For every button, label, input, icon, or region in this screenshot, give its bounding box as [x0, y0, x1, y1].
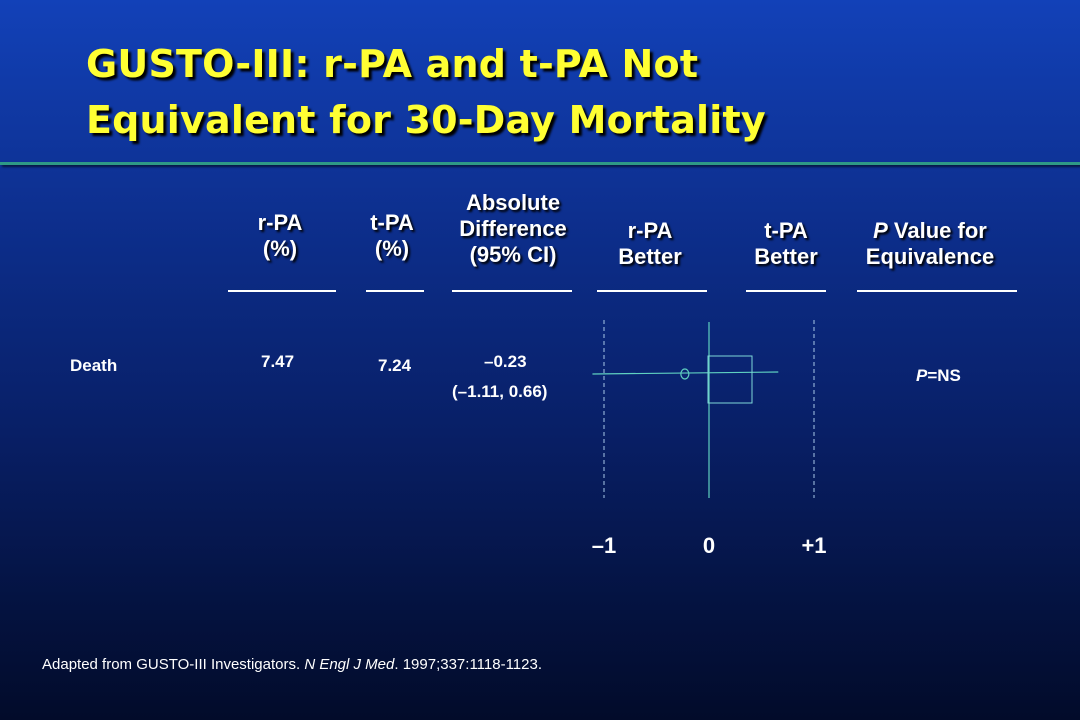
header-tpa-better-line-2: Better: [754, 244, 818, 269]
header-p-value-line-2: Equivalence: [865, 244, 995, 269]
header-rule-diff: [452, 290, 572, 292]
header-rpa: r-PA (%): [228, 210, 332, 262]
citation-journal: N Engl J Med: [304, 656, 395, 673]
header-tpa-better-line-1: t-PA: [764, 218, 808, 243]
header-tpa-better: t-PA Better: [736, 218, 836, 270]
header-diff-line-1: Absolute: [465, 190, 561, 215]
header-rule-rpa-better: [597, 290, 707, 292]
difference-value: –0.23: [484, 352, 527, 371]
p-value: P=NS: [916, 366, 961, 386]
title-divider: [0, 162, 1080, 165]
confidence-interval-line: [592, 371, 779, 375]
header-rpa-line-2: (%): [262, 236, 298, 261]
rpa-value: 7.47: [261, 352, 295, 371]
header-p-italic: P: [873, 218, 888, 243]
header-absolute-difference: Absolute Difference (95% CI): [440, 190, 586, 268]
tick-label-minus-one: –1: [592, 533, 616, 558]
header-rule-p-value: [857, 290, 1017, 292]
header-rpa-better-line-1: r-PA: [627, 218, 673, 243]
estimate-point: [680, 368, 690, 380]
header-rule-tpa-better: [746, 290, 826, 292]
estimate-box: [707, 355, 753, 404]
slide-title-line-1: GUSTO-III: r-PA and t-PA Not: [86, 42, 699, 86]
header-rpa-better-line-2: Better: [618, 244, 682, 269]
header-tpa-line-2: (%): [374, 236, 410, 261]
header-p-value-line-1: P Value for: [842, 218, 1018, 244]
row-label-death: Death: [70, 356, 118, 375]
header-tpa: t-PA (%): [350, 210, 434, 262]
slide-title-line-2: Equivalent for 30-Day Mortality: [86, 98, 766, 142]
header-diff-line-3: (95% CI): [469, 242, 557, 267]
header-rule-rpa: [228, 290, 336, 292]
header-p-rest: Value for: [887, 218, 987, 243]
header-diff-line-2: Difference: [459, 216, 567, 241]
tick-label-zero: 0: [703, 533, 715, 558]
tick-label-plus-one: +1: [801, 533, 826, 558]
p-rest: =NS: [927, 366, 961, 385]
source-citation: Adapted from GUSTO-III Investigators. N …: [42, 656, 542, 673]
forest-plot: –1 0 +1: [592, 320, 827, 558]
header-p-value: P Value for Equivalence: [842, 218, 1018, 270]
header-rpa-line-1: r-PA: [257, 210, 303, 235]
citation-suffix: . 1997;337:1118-1123.: [394, 656, 543, 673]
slide-title: GUSTO-III: r-PA and t-PA Not Equivalent …: [86, 36, 766, 148]
confidence-interval: (–1.11, 0.66): [452, 382, 548, 401]
tpa-value: 7.24: [378, 356, 412, 375]
citation-prefix: Adapted from GUSTO-III Investigators.: [42, 656, 305, 673]
header-tpa-line-1: t-PA: [370, 210, 414, 235]
header-rpa-better: r-PA Better: [594, 218, 706, 270]
header-rule-tpa: [366, 290, 424, 292]
p-italic: P: [916, 366, 928, 385]
